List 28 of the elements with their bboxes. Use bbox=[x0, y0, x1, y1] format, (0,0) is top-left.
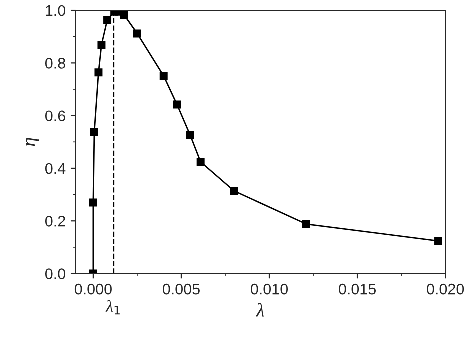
y-tick-label: 1.0 bbox=[46, 5, 66, 16]
x-tick-label: 0.010 bbox=[250, 284, 288, 295]
point bbox=[89, 198, 98, 207]
y-axis-title: η bbox=[26, 138, 40, 146]
point bbox=[160, 72, 168, 80]
y-tick-label: 0.2 bbox=[45, 216, 66, 227]
x-tick-label: 0.000 bbox=[74, 284, 112, 295]
point bbox=[434, 237, 443, 246]
point bbox=[173, 100, 182, 109]
point bbox=[186, 131, 194, 140]
point bbox=[104, 16, 112, 24]
x-tick-label: 0.020 bbox=[427, 284, 464, 295]
x-tick-label: 0.005 bbox=[162, 284, 200, 295]
point bbox=[120, 11, 128, 19]
x-axis-title: λ bbox=[256, 303, 264, 317]
point bbox=[230, 187, 238, 196]
point bbox=[90, 128, 98, 136]
y-tick-label: 0.6 bbox=[45, 110, 66, 122]
point bbox=[196, 158, 205, 166]
y-tick-label: 0.4 bbox=[45, 163, 66, 174]
point bbox=[133, 30, 142, 38]
x-tick-label: 0.015 bbox=[339, 284, 376, 295]
point bbox=[94, 68, 103, 77]
point bbox=[98, 41, 106, 50]
point bbox=[302, 220, 310, 228]
y-tick-label: 0.0 bbox=[45, 268, 66, 280]
ref-line-label: λ$_{1}$ bbox=[106, 300, 120, 315]
y-tick-label: 0.8 bbox=[45, 58, 66, 69]
